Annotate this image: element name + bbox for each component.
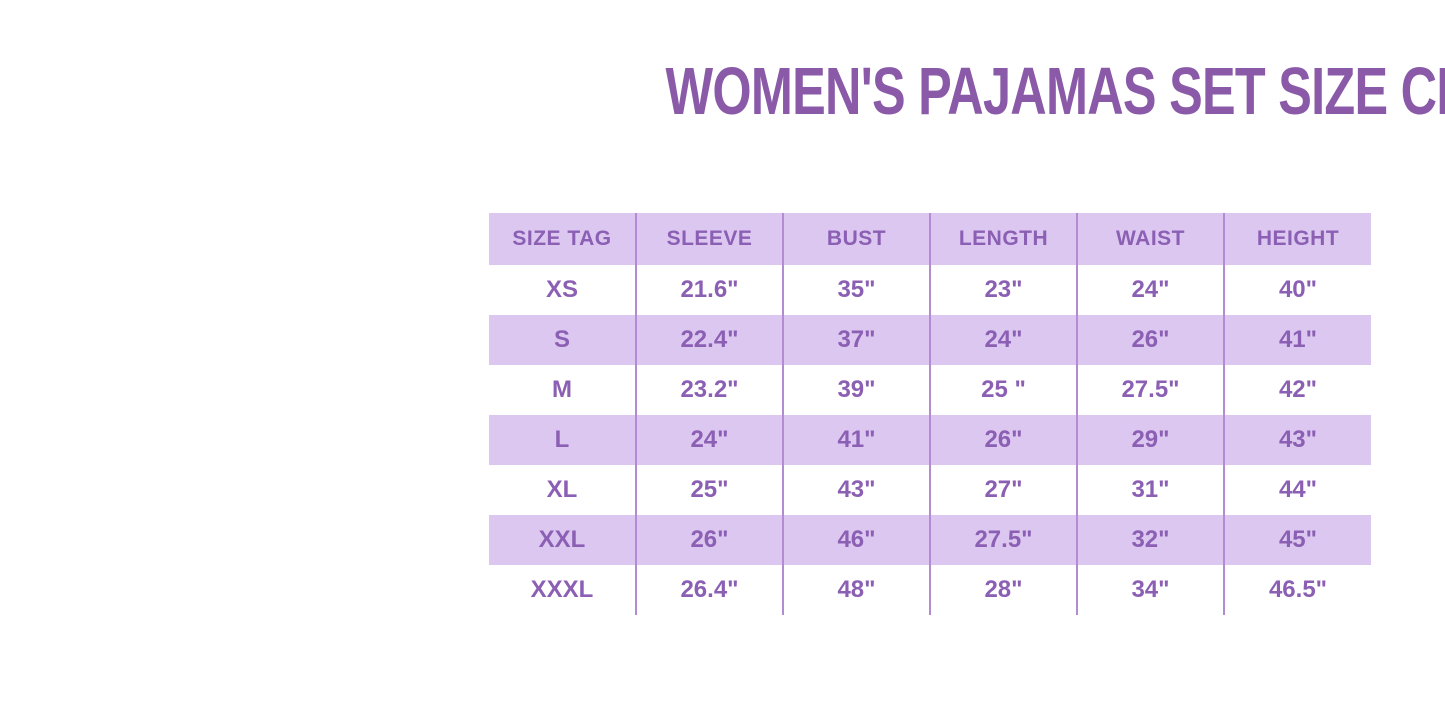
size-tag-cell: M [552, 376, 572, 403]
column-header-length: LENGTH [929, 213, 1077, 265]
measurement-cell: 31" [1076, 465, 1224, 515]
measurement-cell: 48" [782, 565, 930, 615]
measurement-cell: 24" [635, 415, 783, 465]
table-row: XXL 26" 46" 27.5" 32" 45" [489, 515, 1371, 565]
column-header-height: HEIGHT [1223, 213, 1371, 265]
measurement-cell: 34" [1076, 565, 1224, 615]
size-tag-cell: L [489, 415, 636, 465]
measurement-cell: 46.5" [1223, 565, 1371, 615]
measurement-cell: 28" [929, 565, 1077, 615]
table-row: XXXL 26.4" 48" 28" 34" 46.5" [489, 565, 1371, 615]
measurement-cell: 27" [929, 465, 1077, 515]
measurement-cell: 37" [782, 315, 930, 365]
table-row: XS 21.6" 35" 23" 24" 40" [489, 265, 1371, 315]
table-row: S 22.4" 37" 24" 26" 41" [489, 315, 1371, 365]
measurement-cell: 41" [1223, 315, 1371, 365]
measurement-cell: 24" [929, 315, 1077, 365]
measurement-cell: 29" [1076, 415, 1224, 465]
measurement-cell: 23" [929, 265, 1077, 315]
measurement-cell: 26" [1076, 315, 1224, 365]
column-header-size-tag: SIZE TAG [489, 213, 636, 265]
column-header-waist: WAIST [1076, 213, 1224, 265]
page-title: WOMEN'S PAJAMAS SET SIZE CHART [665, 53, 1445, 129]
measurement-cell: 46" [782, 515, 930, 565]
size-tag-cell: XXL [489, 515, 636, 565]
column-header-bust: BUST [782, 213, 930, 265]
measurement-cell: 22.4" [635, 315, 783, 365]
measurement-cell: 39" [782, 365, 930, 415]
table-header-row: SIZE TAG SLEEVE BUST LENGTH WAIST HEIGHT [489, 213, 1371, 265]
size-tag-cell: XL [546, 476, 578, 503]
measurement-cell: 21.6" [635, 265, 783, 315]
measurement-cell: 24" [1076, 265, 1224, 315]
measurement-cell: 26" [929, 415, 1077, 465]
measurement-cell: 40" [1223, 265, 1371, 315]
size-tag-cell: S [489, 315, 636, 365]
measurement-cell: 26.4" [635, 565, 783, 615]
measurement-cell: 42" [1223, 365, 1371, 415]
measurement-cell: 35" [782, 265, 930, 315]
measurement-cell: 45" [1223, 515, 1371, 565]
table-header: SIZE TAG SLEEVE BUST LENGTH WAIST HEIGHT [489, 213, 1371, 265]
table-row: XL 25" 43" 27" 31" 44" [489, 465, 1371, 515]
measurement-cell: 27.5" [929, 515, 1077, 565]
table-row: L 24" 41" 26" 29" 43" [489, 415, 1371, 465]
measurement-cell: 41" [782, 415, 930, 465]
size-chart-table: SIZE TAG SLEEVE BUST LENGTH WAIST HEIGHT… [489, 213, 1371, 615]
measurement-cell: 27.5" [1076, 365, 1224, 415]
size-tag-cell: XS [545, 276, 578, 303]
title-container: WOMEN'S PAJAMAS SET SIZE CHART [489, 56, 1445, 126]
table-body: XS 21.6" 35" 23" 24" 40" S 22.4" 37" 24" 26" 41" M 23… [489, 265, 1371, 615]
measurement-cell: 23.2" [635, 365, 783, 415]
table-row: M 23.2" 39" 25 " 27.5" 42" [489, 365, 1371, 415]
measurement-cell: 25 " [929, 365, 1077, 415]
size-tag-cell: XXXL [530, 576, 594, 603]
measurement-cell: 32" [1076, 515, 1224, 565]
measurement-cell: 43" [1223, 415, 1371, 465]
measurement-cell: 44" [1223, 465, 1371, 515]
measurement-cell: 25" [635, 465, 783, 515]
measurement-cell: 26" [635, 515, 783, 565]
measurement-cell: 43" [782, 465, 930, 515]
column-header-sleeve: SLEEVE [635, 213, 783, 265]
